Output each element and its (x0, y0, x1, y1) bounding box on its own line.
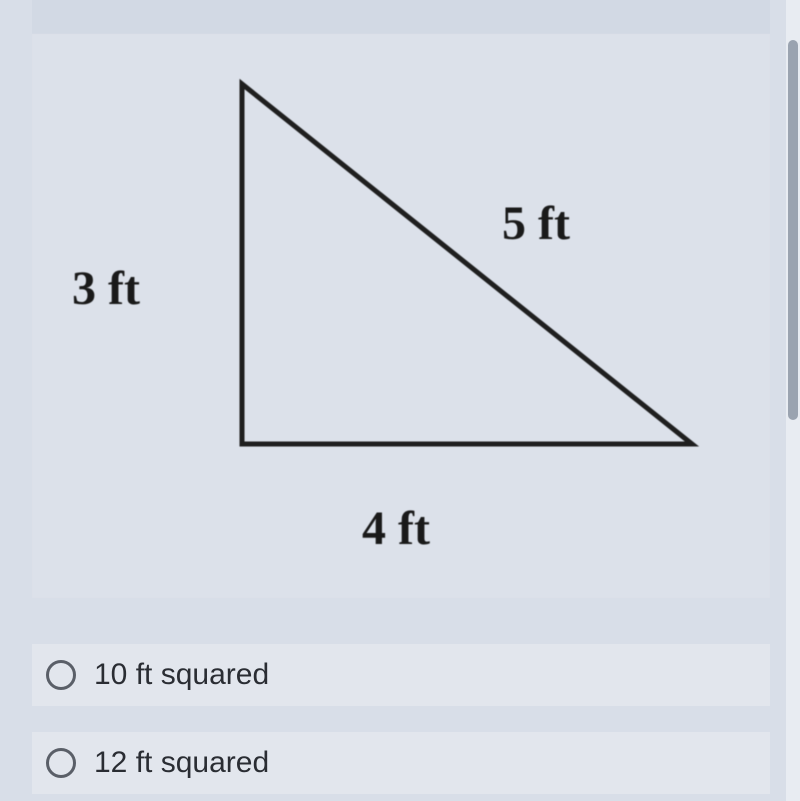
triangle-diagram: 3 ft 5 ft 4 ft (32, 34, 770, 598)
page-root: 3 ft 5 ft 4 ft 10 ft squared 12 ft squar… (0, 0, 800, 801)
answer-option-label: 10 ft squared (94, 658, 269, 692)
radio-icon[interactable] (46, 748, 76, 778)
label-hypotenuse: 5 ft (502, 197, 570, 250)
answer-option-2[interactable]: 12 ft squared (32, 732, 770, 794)
radio-icon[interactable] (46, 660, 76, 690)
scrollbar-track[interactable] (786, 0, 800, 801)
gap (32, 598, 770, 644)
content-column: 3 ft 5 ft 4 ft 10 ft squared 12 ft squar… (32, 0, 770, 794)
gap (32, 706, 770, 732)
label-left-side: 3 ft (72, 262, 140, 315)
triangle-shape (242, 84, 692, 444)
answer-option-label: 12 ft squared (94, 746, 269, 780)
answer-option-1[interactable]: 10 ft squared (32, 644, 770, 706)
scrollbar-thumb[interactable] (788, 40, 798, 420)
triangle-svg: 3 ft 5 ft 4 ft (32, 34, 770, 598)
label-base: 4 ft (362, 502, 430, 555)
header-spacer (32, 0, 770, 34)
